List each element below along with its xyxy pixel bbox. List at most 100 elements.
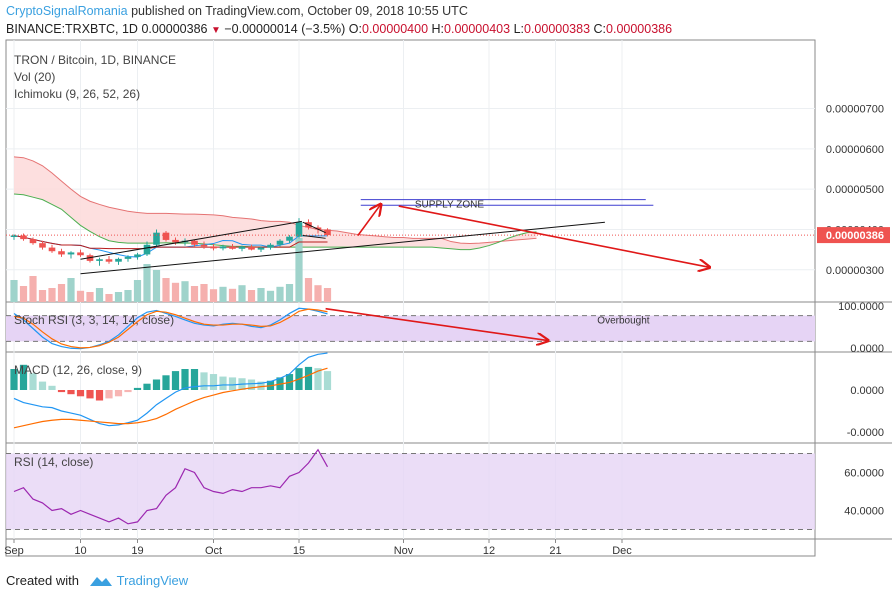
high-value: 0.00000403 [444, 22, 511, 36]
volume-bar [105, 294, 113, 302]
price-axis-tick-label: 0.00000700 [826, 104, 884, 116]
tradingview-link[interactable]: TradingView [116, 573, 189, 588]
macd-line [13, 352, 328, 427]
macd-histogram-bar [209, 374, 218, 390]
volume-bar [209, 289, 218, 302]
rsi-axis-tick-label: 40.0000 [844, 506, 884, 518]
stoch-legend: Stoch RSI (3, 3, 14, 14, close) [14, 313, 175, 327]
macd-histogram-bar [143, 383, 151, 390]
volume-bar [304, 278, 313, 302]
macd-histogram-bar [114, 390, 123, 397]
overbought-label: Overbought [597, 315, 649, 326]
created-with-text: Created with [6, 573, 79, 588]
macd-histogram-bar [190, 369, 199, 390]
macd-histogram-bar [219, 376, 227, 390]
down-triangle-icon: ▼ [210, 25, 221, 36]
candle-body [10, 235, 18, 237]
arrow-stoch-down [325, 307, 548, 341]
volume-bar [29, 276, 37, 302]
macd-histogram-bar [200, 372, 208, 390]
macd-histogram-bar [171, 371, 180, 390]
macd-histogram-bar [57, 390, 66, 393]
macd-histogram-bar [124, 390, 132, 393]
time-axis-tick-label: 15 [293, 545, 305, 557]
price-axis-tick-label: 0.00000600 [826, 144, 884, 156]
ohlc-header: BINANCE:TRXBTC, 1D 0.00000386 ▼ −0.00000… [6, 22, 672, 36]
rsi-line [13, 448, 329, 525]
volume-bar [76, 290, 85, 302]
stoch-axis-tick-label: 0.0000 [850, 343, 884, 355]
macd-histogram-bar [257, 381, 265, 390]
volume-bar [285, 284, 294, 302]
volume-bar [314, 285, 322, 302]
volume-bar [266, 290, 275, 302]
volume-bar [10, 280, 18, 302]
open-label: O: [348, 22, 362, 36]
candle-body [276, 240, 284, 245]
macd-signal-line [13, 367, 328, 429]
author-link[interactable]: CryptoSignalRomania [6, 4, 128, 18]
candle-body [77, 252, 84, 256]
candle-body [115, 258, 122, 262]
volume-bar [67, 278, 75, 302]
candle-body [191, 240, 198, 245]
candle-body [229, 246, 236, 249]
main-legend-title: TRON / Bitcoin, 1D, BINANCE [14, 53, 177, 67]
low-label: L: [513, 22, 524, 36]
macd-histogram-bar [133, 387, 142, 390]
candle-body [314, 227, 322, 230]
volume-bar [143, 264, 151, 302]
volume-bar [19, 286, 28, 302]
volume-bar [295, 238, 303, 302]
volume-bar [162, 278, 170, 302]
volume-bar [323, 288, 332, 302]
published-text: published on TradingView.com, October 09… [127, 4, 468, 18]
volume-bar [114, 292, 123, 302]
macd-histogram-bar [162, 375, 170, 390]
volume-bar [257, 288, 265, 302]
current-price-label: 0.00000386 [826, 230, 884, 242]
trend-line-lower [80, 221, 605, 275]
time-axis-tick-label: 19 [131, 545, 143, 557]
macd-axis-tick-label: 0.0000 [850, 385, 884, 397]
candle-body [58, 251, 65, 255]
candle-body [67, 252, 75, 255]
volume-bar [219, 286, 227, 302]
volume-bar [86, 292, 94, 302]
ichimoku-base-line [13, 235, 328, 250]
current-price-badge [817, 227, 890, 244]
macd-histogram-bar [181, 369, 189, 390]
candle-body [219, 246, 227, 249]
volume-bar [247, 290, 256, 302]
macd-axis-tick-label: -0.0000 [847, 427, 884, 439]
macd-histogram-bar [314, 368, 322, 390]
candle-body [143, 244, 151, 255]
macd-histogram-bar [323, 371, 332, 390]
candle-body [29, 239, 37, 244]
candle-body [134, 254, 141, 257]
candle-body [324, 229, 331, 236]
candle-body [48, 247, 56, 252]
rsi-band-fill [6, 453, 815, 530]
volume-bar [171, 282, 180, 302]
arrow-up-to-supply [357, 204, 381, 236]
candle-body [248, 246, 255, 250]
candle-body [162, 232, 170, 240]
macd-histogram-bar [152, 379, 161, 390]
candle-body [200, 244, 208, 247]
time-axis-tick-label: Oct [205, 545, 222, 557]
time-axis-tick-label: 21 [549, 545, 561, 557]
footer: Created with TradingView [6, 573, 188, 588]
macd-legend: MACD (12, 26, close, 9) [14, 363, 143, 377]
candle-body [20, 235, 27, 240]
volume-bar [228, 288, 237, 302]
close-value: 0.00000386 [606, 22, 673, 36]
volume-bar [38, 290, 47, 302]
macd-histogram-bar [76, 390, 85, 397]
high-label: H: [431, 22, 445, 36]
arrow-down-target [398, 205, 710, 267]
vol-legend: Vol (20) [14, 70, 56, 84]
price-axis-tick-label: 0.00000300 [826, 265, 884, 277]
time-axis-tick-label: Dec [612, 545, 632, 557]
